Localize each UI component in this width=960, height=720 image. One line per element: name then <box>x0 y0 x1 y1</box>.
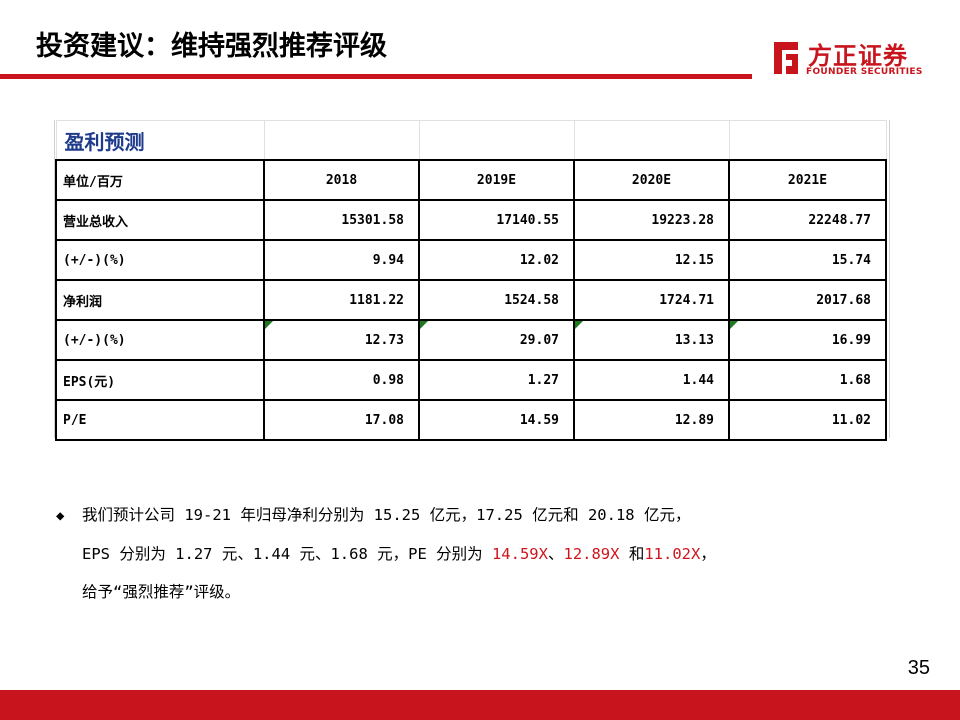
table-row: 净利润 1181.22 1524.58 1724.71 2017.68 <box>55 279 887 321</box>
value-cell: 12.89 <box>573 399 730 441</box>
row-label: 营业总收入 <box>55 199 265 241</box>
summary-line: EPS 分别为 1.27 元、1.44 元、1.68 元，PE 分别为 14.5… <box>82 545 716 563</box>
header-year-cell: 2021E <box>728 159 887 201</box>
summary-line: 给予“强烈推荐”评级。 <box>82 583 241 601</box>
table-caption: 盈利预测 <box>55 120 265 161</box>
table-row: (+/-)(%) 9.94 12.02 12.15 15.74 <box>55 239 887 281</box>
value-cell: 19223.28 <box>573 199 730 241</box>
page-number: 35 <box>907 657 930 679</box>
page-title: 投资建议：维持强烈推荐评级 <box>36 31 387 62</box>
footer-bar <box>0 690 960 720</box>
logo-chinese-name: 方正证券 <box>808 42 908 70</box>
summary-line: ◆ 我们预计公司 19-21 年归母净利分别为 15.25 亿元，17.25 亿元… <box>56 496 876 535</box>
comment-marker-icon <box>265 321 273 329</box>
comment-marker-icon <box>420 321 428 329</box>
row-label: P/E <box>55 399 265 441</box>
value-cell: 9.94 <box>263 239 420 281</box>
table-header-row: 单位/百万 2018 2019E 2020E 2021E <box>55 159 887 201</box>
value-cell: 1524.58 <box>418 279 575 321</box>
pe-2020-highlight: 12.89X <box>563 545 620 563</box>
comment-marker-icon <box>730 321 738 329</box>
value-cell: 17.08 <box>263 399 420 441</box>
header-year-cell: 2020E <box>573 159 730 201</box>
table-row: EPS(元) 0.98 1.27 1.44 1.68 <box>55 359 887 401</box>
value-cell: 15.74 <box>728 239 887 281</box>
pe-2019-highlight: 14.59X <box>491 545 548 563</box>
logo-english-name: FOUNDER SECURITIES <box>806 67 923 77</box>
row-label: EPS(元) <box>55 359 265 401</box>
pe-2021-highlight: 11.02X <box>644 545 701 563</box>
value-cell: 13.13 <box>573 319 730 361</box>
value-cell: 29.07 <box>418 319 575 361</box>
value-cell: 1.44 <box>573 359 730 401</box>
value-cell: 1.68 <box>728 359 887 401</box>
value-cell: 0.98 <box>263 359 420 401</box>
founder-securities-logo: 方正证券 FOUNDER SECURITIES <box>766 38 936 82</box>
value-cell: 14.59 <box>418 399 575 441</box>
title-underline <box>0 74 752 79</box>
value-cell: 22248.77 <box>728 199 887 241</box>
table-row: 营业总收入 15301.58 17140.55 19223.28 22248.7… <box>55 199 887 241</box>
header-year-cell: 2018 <box>263 159 420 201</box>
comment-marker-icon <box>575 321 583 329</box>
value-cell: 1724.71 <box>573 279 730 321</box>
value-cell: 11.02 <box>728 399 887 441</box>
header-year-cell: 2019E <box>418 159 575 201</box>
table-caption-row: 盈利预测 <box>55 120 887 161</box>
value-cell: 17140.55 <box>418 199 575 241</box>
founder-logo-icon <box>774 42 798 74</box>
header-unit-cell: 单位/百万 <box>55 159 265 201</box>
value-cell: 1.27 <box>418 359 575 401</box>
value-cell: 12.15 <box>573 239 730 281</box>
table-row: (+/-)(%) 12.73 29.07 13.13 16.99 <box>55 319 887 361</box>
diamond-bullet-icon: ◆ <box>56 508 65 524</box>
value-cell: 2017.68 <box>728 279 887 321</box>
row-label: (+/-)(%) <box>55 319 265 361</box>
table-row: P/E 17.08 14.59 12.89 11.02 <box>55 399 887 441</box>
value-cell: 12.02 <box>418 239 575 281</box>
earnings-forecast-table: 盈利预测 单位/百万 2018 2019E 2020E 2021E 营业总收入 … <box>55 120 887 441</box>
value-cell: 16.99 <box>728 319 887 361</box>
value-cell: 12.73 <box>263 319 420 361</box>
value-cell: 1181.22 <box>263 279 420 321</box>
row-label: 净利润 <box>55 279 265 321</box>
earnings-forecast-sheet: 盈利预测 单位/百万 2018 2019E 2020E 2021E 营业总收入 … <box>54 120 890 441</box>
investment-summary: ◆ 我们预计公司 19-21 年归母净利分别为 15.25 亿元，17.25 亿元… <box>56 496 876 611</box>
value-cell: 15301.58 <box>263 199 420 241</box>
row-label: (+/-)(%) <box>55 239 265 281</box>
